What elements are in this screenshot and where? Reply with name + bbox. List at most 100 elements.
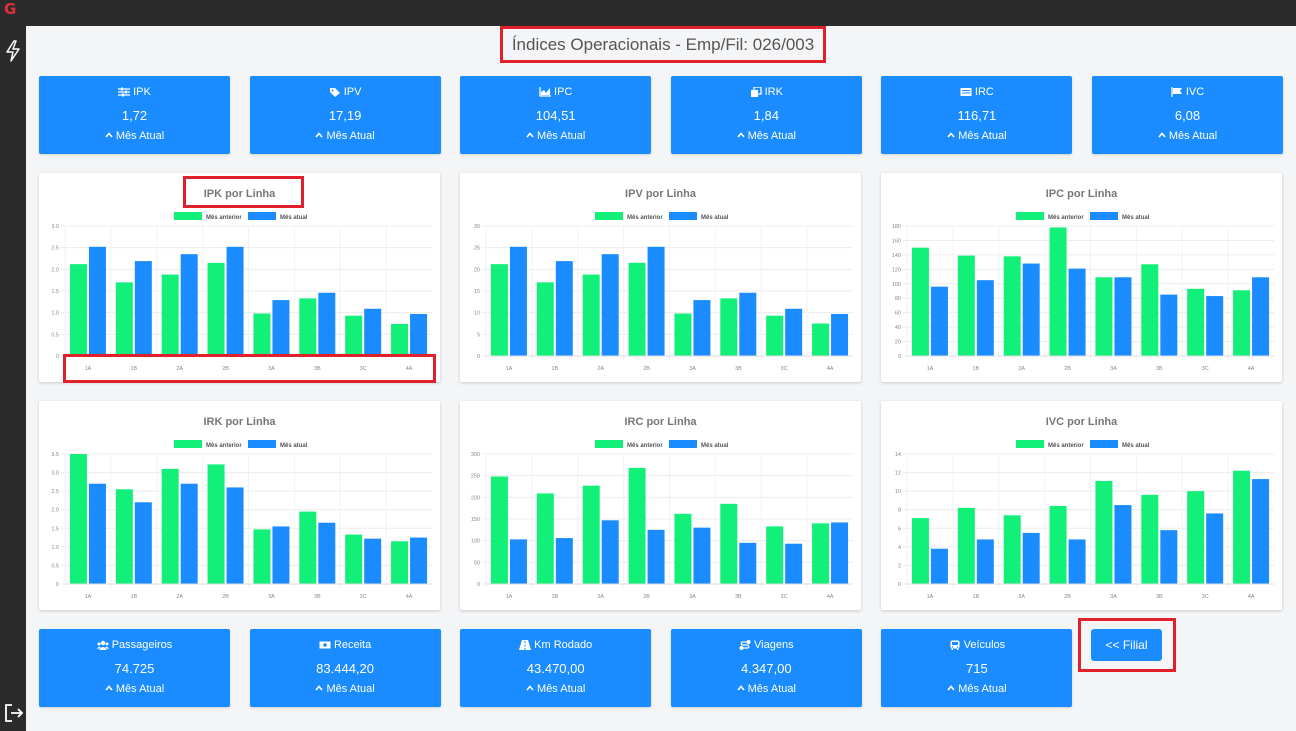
card-period-label: Mês Atual [747, 683, 796, 695]
y-tick-label: 20 [895, 340, 901, 346]
bar-1b-current [555, 538, 573, 584]
bar-3a-previous [1095, 480, 1113, 584]
y-tick-label: 40 [895, 325, 901, 331]
legend-label-0: Mês anterior [627, 443, 663, 449]
bar-3a-current [693, 527, 711, 584]
chart-ipk: IPK por Linha Mês anterior Mês atual 0 0.5 1.… [39, 173, 440, 382]
card-receita[interactable]: Receita 83.444,20 Mês Atual [249, 629, 441, 707]
legend-label-1: Mês atual [1122, 443, 1150, 449]
bar-2b-previous [628, 262, 646, 356]
users-icon [96, 640, 109, 650]
chevron-up-icon [947, 132, 955, 138]
card-ipc[interactable]: IPC 104,51 Mês Atual [460, 76, 652, 154]
x-tick-label: 3C [781, 594, 788, 600]
main-content: Índices Operacionais - Emp/Fil: 026/003 … [26, 26, 1296, 731]
card-kmrodado[interactable]: Km Rodado 43.470,00 Mês Atual [460, 629, 652, 707]
card-ivc[interactable]: IVC 6,08 Mês Atual [1092, 76, 1283, 154]
x-tick-label: 4A [827, 594, 834, 600]
chevron-up-icon [737, 685, 745, 691]
card-period: Mês Atual [39, 683, 230, 695]
card-label-row: Km Rodado [460, 639, 651, 651]
y-tick-label: 0 [56, 354, 59, 360]
y-tick-label: 3.5 [51, 452, 59, 458]
logout-icon[interactable] [3, 702, 25, 724]
bar-2a-current [1022, 263, 1040, 356]
y-tick-label: 100 [471, 539, 480, 545]
legend-label-1: Mês atual [701, 215, 729, 221]
card-period: Mês Atual [250, 130, 441, 142]
filial-button[interactable]: << Filial [1091, 629, 1162, 661]
card-irc[interactable]: IRC 116,71 Mês Atual [881, 76, 1073, 154]
bar-1b-previous [957, 255, 975, 356]
x-tick-label: 3C [1202, 594, 1209, 600]
x-tick-label: 1A [506, 594, 513, 600]
card-label-row: IPK [39, 86, 230, 98]
bolt-icon[interactable] [5, 40, 21, 62]
legend-swatch-1 [248, 440, 276, 448]
y-tick-label: 2.0 [51, 508, 59, 514]
x-tick-label: 1A [506, 366, 513, 372]
card-label: IPC [554, 86, 573, 98]
card-label-row: IRK [671, 86, 862, 98]
filial-highlight: << Filial [1078, 618, 1176, 672]
bar-3b-current [318, 522, 336, 584]
card-veculos[interactable]: Veículos 715 Mês Atual [881, 629, 1073, 707]
chart-title: IPC por Linha [1046, 188, 1118, 200]
bar-3c-previous [345, 534, 363, 584]
card-label: Receita [333, 639, 372, 651]
bar-3b-current [739, 542, 757, 584]
bar-1b-previous [115, 282, 133, 356]
y-tick-label: 0 [898, 354, 901, 360]
y-tick-label: 30 [474, 224, 480, 230]
x-tick-label: 3B [314, 366, 321, 372]
y-tick-label: 60 [895, 311, 901, 317]
card-label-row: Veículos [881, 639, 1072, 651]
card-ipv[interactable]: IPV 17,19 Mês Atual [249, 76, 441, 154]
bar-3c-current [364, 538, 382, 584]
legend-swatch-1 [1090, 440, 1118, 448]
bar-1a-current [930, 548, 948, 584]
legend-label-0: Mês anterior [627, 215, 663, 221]
chevron-up-icon [737, 132, 745, 138]
x-tick-label: 4A [1248, 594, 1255, 600]
card-irk[interactable]: IRK 1,84 Mês Atual [670, 76, 862, 154]
chevron-up-icon [526, 685, 534, 691]
bar-3c-current [785, 308, 803, 356]
y-tick-label: 120 [892, 267, 901, 273]
bar-3c-current [785, 543, 803, 584]
card-value: 4.347,00 [740, 661, 792, 676]
card-period-label: Mês Atual [326, 130, 375, 142]
bar-2b-previous [207, 464, 225, 584]
x-tick-label: 3A [689, 594, 696, 600]
chart-svg: IRK por Linha Mês anterior Mês atual 0 0.5 1.… [51, 416, 432, 600]
legend-swatch-0 [1016, 440, 1044, 448]
legend-label-0: Mês anterior [206, 443, 242, 449]
y-tick-label: 4 [898, 545, 901, 551]
card-passageiros[interactable]: Passageiros 74.725 Mês Atual [39, 629, 230, 707]
card-label-row: IVC [1092, 86, 1283, 98]
tags-icon [329, 88, 340, 97]
card-period-label: Mês Atual [537, 683, 586, 695]
x-tick-label: 3B [1156, 594, 1163, 600]
card-viagens[interactable]: Viagens 4.347,00 Mês Atual [670, 629, 862, 707]
y-tick-label: 50 [474, 560, 480, 566]
bar-1a-previous [69, 264, 87, 356]
y-tick-label: 140 [892, 253, 901, 259]
card-label: IPV [343, 86, 362, 98]
x-tick-label: 3A [1110, 594, 1117, 600]
y-tick-label: 2.5 [51, 246, 59, 252]
bar-2a-current [601, 520, 619, 584]
bar-4a-previous [812, 523, 830, 584]
card-label-row: IRC [881, 86, 1072, 98]
y-tick-label: 2.5 [51, 489, 59, 495]
bar-3c-current [364, 308, 382, 356]
chart-title: IRK por Linha [203, 416, 276, 428]
y-tick-label: 0 [56, 582, 59, 588]
y-tick-label: 10 [474, 311, 480, 317]
card-ipk[interactable]: IPK 1,72 Mês Atual [39, 76, 230, 154]
bar-1a-previous [911, 247, 929, 356]
y-tick-label: 10 [895, 489, 901, 495]
x-tick-label: 3A [268, 366, 275, 372]
route-icon [739, 640, 751, 650]
card-value: 715 [966, 661, 988, 676]
